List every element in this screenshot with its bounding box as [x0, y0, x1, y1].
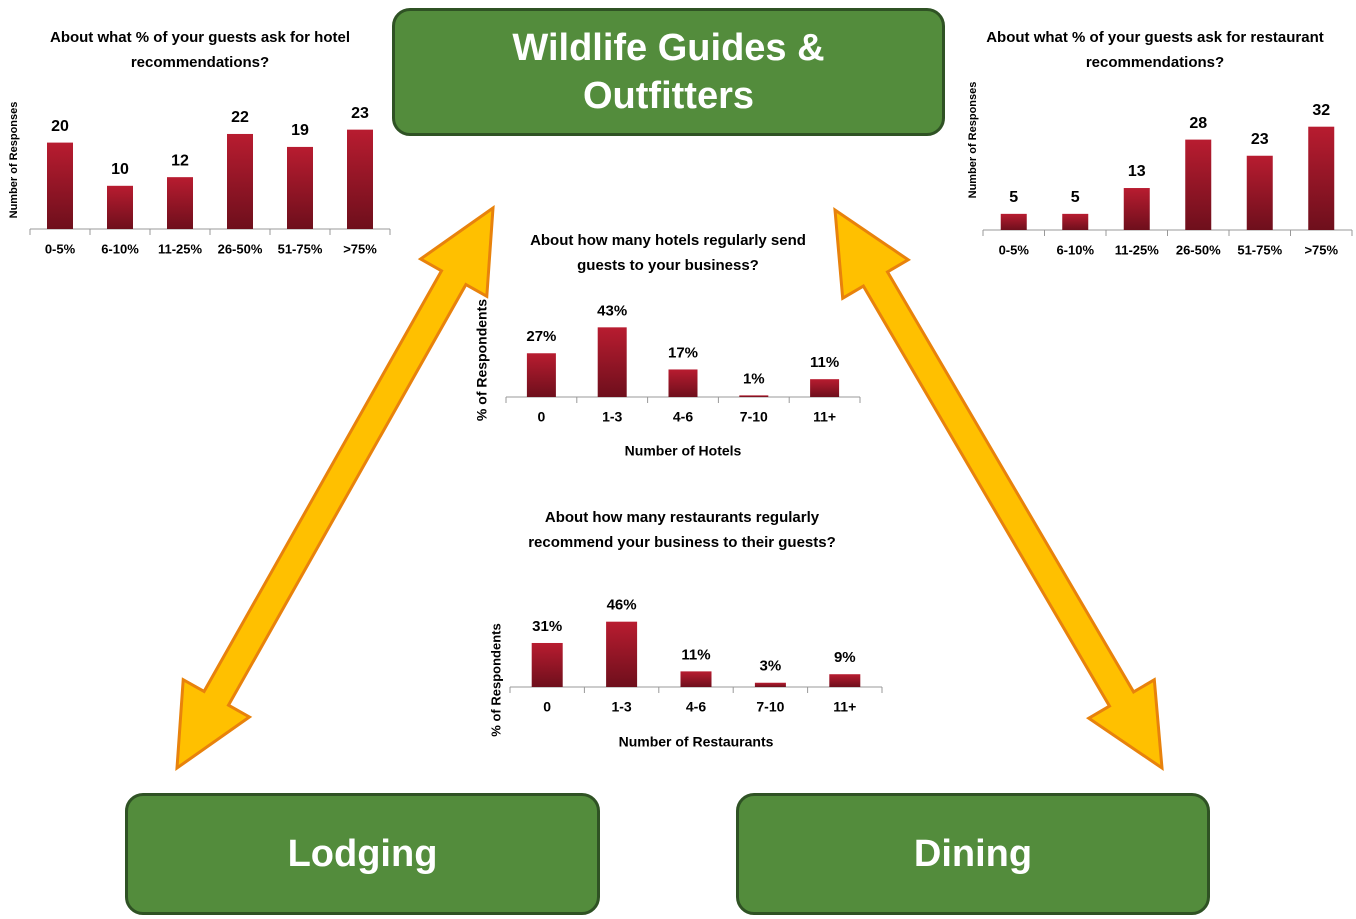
bar	[810, 379, 840, 397]
x-tick-label: 11-25%	[158, 241, 203, 256]
bar	[754, 682, 786, 687]
value-label: 20	[51, 118, 69, 135]
bar	[107, 185, 133, 229]
value-label: 22	[231, 109, 249, 126]
bar	[668, 369, 698, 397]
x-tick-label: 11-25%	[1115, 242, 1160, 257]
bar	[680, 671, 712, 687]
x-tick-label: 26-50%	[1176, 242, 1221, 257]
x-tick-label: 51-75%	[1237, 242, 1282, 257]
chart-title: About how many restaurants regularly rec…	[528, 509, 836, 551]
bar	[1000, 213, 1027, 230]
double-arrow	[833, 206, 1164, 772]
x-axis-label: Number of Restaurants	[619, 734, 774, 750]
y-axis-label: % of Respondents	[488, 623, 503, 736]
value-label: 5	[1071, 189, 1080, 206]
bar	[531, 642, 563, 687]
bar	[1123, 188, 1150, 230]
x-tick-label: 1-3	[602, 409, 622, 425]
value-label: 31%	[532, 618, 562, 635]
x-axis-label: Number of Hotels	[625, 443, 742, 459]
x-tick-label: 0-5%	[999, 242, 1030, 257]
x-tick-label: >75%	[1304, 242, 1338, 257]
value-label: 1%	[743, 370, 765, 387]
x-tick-label: 7-10	[740, 409, 768, 425]
x-tick-label: 26-50%	[218, 241, 263, 256]
bar	[227, 133, 253, 229]
value-label: 17%	[668, 344, 698, 361]
box-right: Dining	[736, 793, 1210, 915]
bar	[47, 142, 73, 229]
value-label: 32	[1312, 102, 1330, 119]
value-label: 12	[171, 152, 189, 169]
y-axis-label: Number of Responses	[967, 82, 979, 199]
double-arrow	[175, 204, 495, 772]
bar	[526, 353, 556, 397]
value-label: 23	[1251, 131, 1269, 148]
bar	[597, 327, 627, 397]
value-label: 11%	[681, 646, 710, 663]
value-label: 9%	[834, 649, 856, 666]
value-label: 3%	[760, 658, 782, 675]
x-tick-label: 4-6	[673, 409, 693, 425]
value-label: 11%	[810, 354, 839, 371]
x-tick-label: 11+	[813, 409, 836, 425]
x-tick-label: 6-10%	[101, 241, 139, 256]
bar	[606, 621, 638, 687]
value-label: 5	[1009, 189, 1018, 206]
value-label: 27%	[526, 328, 556, 345]
x-tick-label: 7-10	[756, 699, 784, 715]
bar	[167, 177, 193, 229]
bar	[287, 146, 313, 229]
value-label: 10	[111, 161, 129, 178]
value-label: 46%	[607, 597, 637, 614]
value-label: 19	[291, 122, 309, 139]
x-tick-label: 51-75%	[278, 241, 323, 256]
bar	[1185, 139, 1212, 230]
bar	[1308, 126, 1335, 230]
x-tick-label: 11+	[833, 699, 856, 715]
chart-title: About what % of your guests ask for rest…	[986, 29, 1324, 71]
x-tick-label: >75%	[343, 241, 377, 256]
bar	[347, 129, 373, 229]
x-tick-label: 0	[543, 699, 551, 715]
value-label: 13	[1128, 163, 1146, 180]
x-tick-label: 1-3	[611, 699, 631, 715]
box-top: Wildlife Guides & Outfitters	[392, 8, 945, 136]
value-label: 23	[351, 105, 369, 122]
bar	[829, 674, 861, 687]
chart-title: About what % of your guests ask for hote…	[49, 29, 351, 71]
x-tick-label: 0-5%	[45, 241, 76, 256]
value-label: 43%	[597, 302, 627, 319]
x-tick-label: 4-6	[686, 699, 706, 715]
x-tick-label: 6-10%	[1056, 242, 1094, 257]
bar	[1062, 213, 1089, 230]
chart-title: About how many hotels regularly send gue…	[530, 232, 806, 274]
value-label: 28	[1189, 115, 1207, 132]
x-tick-label: 0	[538, 409, 546, 425]
bar	[1246, 155, 1273, 230]
box-left: Lodging	[125, 793, 600, 915]
bar	[739, 395, 769, 397]
y-axis-label: Number of Responses	[8, 102, 20, 219]
y-axis-label: % of Respondents	[474, 299, 490, 421]
